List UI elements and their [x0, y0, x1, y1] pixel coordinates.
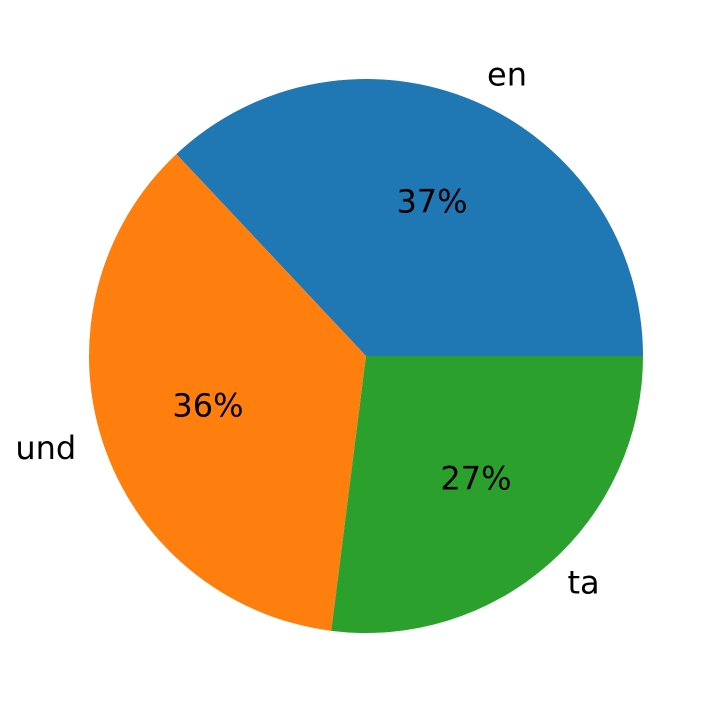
percent-label: 36%	[172, 386, 243, 424]
slice-label: ta	[568, 564, 600, 602]
percent-label: 27%	[440, 460, 511, 498]
percent-label: 37%	[396, 182, 467, 220]
slice-label: und	[15, 429, 76, 467]
pie-slice	[88, 154, 366, 631]
pie-slice	[331, 356, 643, 633]
slice-label: en	[487, 55, 527, 93]
pie-slice	[176, 78, 644, 356]
